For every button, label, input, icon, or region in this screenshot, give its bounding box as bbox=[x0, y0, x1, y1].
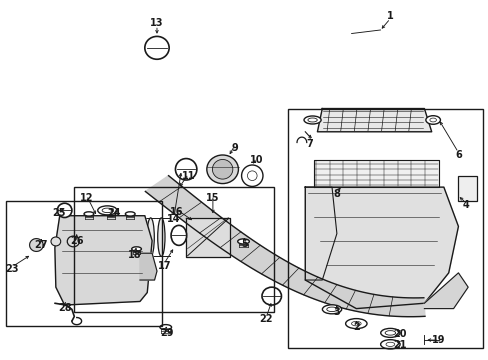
Ellipse shape bbox=[93, 218, 101, 256]
Ellipse shape bbox=[175, 158, 197, 180]
Ellipse shape bbox=[385, 330, 395, 335]
Polygon shape bbox=[313, 160, 438, 187]
Text: 13: 13 bbox=[150, 18, 163, 28]
Ellipse shape bbox=[158, 218, 164, 256]
Polygon shape bbox=[305, 187, 458, 309]
Polygon shape bbox=[317, 109, 431, 132]
Ellipse shape bbox=[51, 237, 61, 246]
Ellipse shape bbox=[171, 225, 186, 246]
Text: 11: 11 bbox=[182, 171, 195, 181]
Text: 8: 8 bbox=[333, 189, 340, 199]
Ellipse shape bbox=[345, 319, 366, 329]
Text: 3: 3 bbox=[333, 307, 340, 317]
Text: 28: 28 bbox=[58, 303, 71, 313]
Ellipse shape bbox=[104, 218, 111, 256]
Text: 4: 4 bbox=[462, 200, 468, 210]
Ellipse shape bbox=[425, 116, 440, 124]
Text: 21: 21 bbox=[392, 340, 406, 350]
Ellipse shape bbox=[160, 325, 171, 330]
Ellipse shape bbox=[84, 212, 94, 216]
Ellipse shape bbox=[241, 165, 263, 186]
Polygon shape bbox=[30, 239, 43, 251]
Text: 6: 6 bbox=[454, 150, 461, 160]
Bar bbox=[6, 202, 162, 327]
Polygon shape bbox=[55, 216, 152, 305]
Text: 22: 22 bbox=[259, 314, 273, 324]
Ellipse shape bbox=[102, 208, 112, 213]
Text: 9: 9 bbox=[231, 143, 238, 153]
Ellipse shape bbox=[144, 36, 169, 59]
Text: 7: 7 bbox=[306, 139, 313, 149]
Text: 12: 12 bbox=[80, 193, 93, 203]
Ellipse shape bbox=[351, 321, 361, 326]
Ellipse shape bbox=[326, 307, 337, 311]
Ellipse shape bbox=[82, 218, 90, 256]
Text: 16: 16 bbox=[169, 207, 183, 217]
Text: 15: 15 bbox=[206, 193, 219, 203]
Text: 20: 20 bbox=[392, 329, 406, 339]
Bar bbox=[287, 109, 482, 348]
Ellipse shape bbox=[304, 116, 321, 124]
Text: 23: 23 bbox=[5, 264, 19, 274]
Ellipse shape bbox=[98, 206, 117, 215]
Ellipse shape bbox=[131, 247, 141, 251]
Ellipse shape bbox=[429, 118, 436, 122]
Ellipse shape bbox=[147, 218, 154, 256]
Text: 24: 24 bbox=[107, 208, 121, 218]
Ellipse shape bbox=[136, 218, 143, 256]
Text: 1: 1 bbox=[386, 11, 393, 21]
Ellipse shape bbox=[106, 212, 116, 216]
Ellipse shape bbox=[322, 305, 341, 314]
Ellipse shape bbox=[57, 203, 72, 217]
Text: 18: 18 bbox=[128, 250, 142, 260]
Polygon shape bbox=[145, 176, 424, 317]
Text: 19: 19 bbox=[431, 335, 445, 345]
Text: 2: 2 bbox=[352, 322, 359, 332]
Ellipse shape bbox=[206, 155, 238, 184]
Bar bbox=[458, 176, 476, 202]
Text: 25: 25 bbox=[52, 208, 65, 218]
Ellipse shape bbox=[380, 340, 399, 349]
Ellipse shape bbox=[67, 236, 79, 247]
Text: 5: 5 bbox=[241, 239, 247, 249]
Ellipse shape bbox=[237, 239, 249, 244]
Bar bbox=[74, 187, 273, 312]
Polygon shape bbox=[140, 253, 157, 280]
Ellipse shape bbox=[307, 118, 317, 122]
Text: 14: 14 bbox=[167, 214, 181, 224]
Ellipse shape bbox=[262, 287, 281, 305]
Text: 17: 17 bbox=[157, 261, 171, 271]
Text: 27: 27 bbox=[35, 240, 48, 250]
Ellipse shape bbox=[115, 218, 122, 256]
Ellipse shape bbox=[380, 328, 399, 337]
Ellipse shape bbox=[247, 171, 257, 180]
Ellipse shape bbox=[212, 159, 232, 179]
Polygon shape bbox=[186, 217, 229, 257]
Text: 26: 26 bbox=[70, 236, 83, 246]
Polygon shape bbox=[424, 273, 467, 309]
Ellipse shape bbox=[125, 212, 135, 216]
Ellipse shape bbox=[125, 218, 133, 256]
Text: 10: 10 bbox=[249, 156, 263, 165]
Text: 29: 29 bbox=[160, 328, 173, 338]
Ellipse shape bbox=[385, 342, 394, 346]
